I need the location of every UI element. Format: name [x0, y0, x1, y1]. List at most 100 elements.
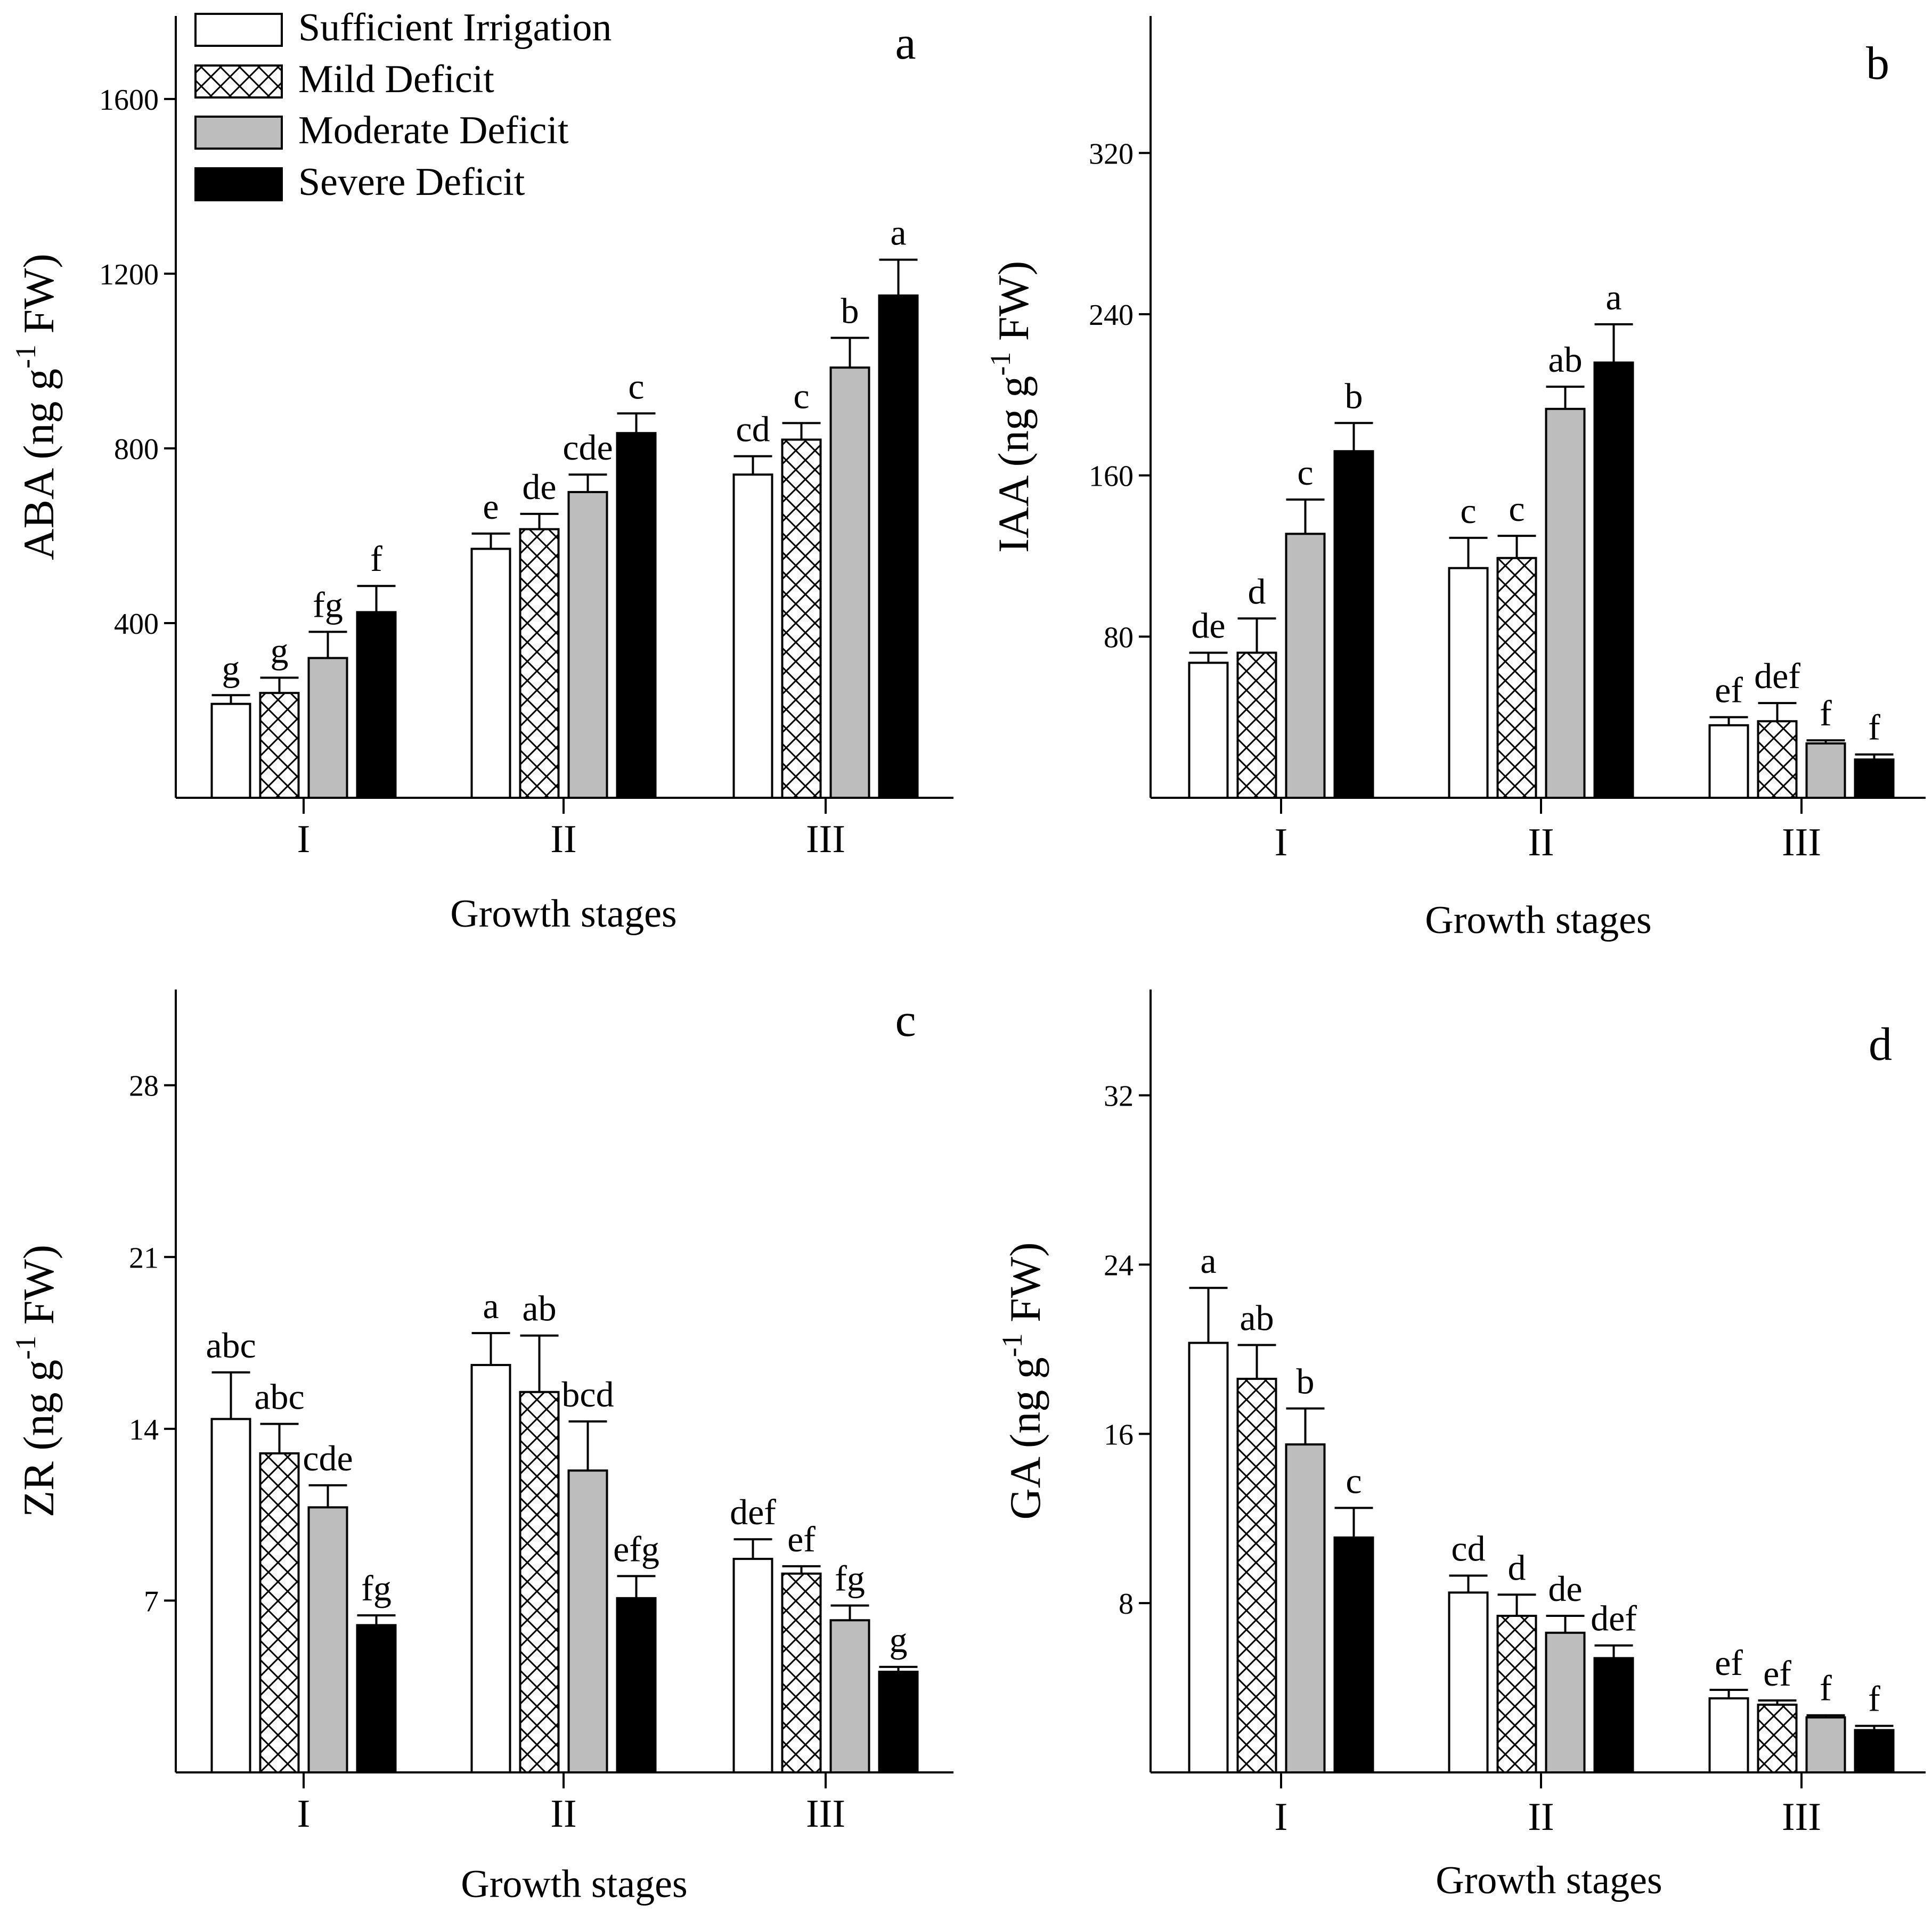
significance-letter: c	[1509, 488, 1525, 529]
bar	[567, 490, 608, 799]
y-label-end: FW)	[14, 254, 63, 345]
significance-letter: g	[890, 1620, 908, 1660]
significance-letter: d	[1248, 571, 1266, 611]
bar	[1545, 407, 1586, 799]
significance-letter: de	[522, 467, 556, 507]
bar	[1448, 567, 1489, 799]
significance-letter: a	[1605, 277, 1621, 317]
significance-letter: f	[1820, 1668, 1832, 1708]
significance-letter: ef	[1715, 670, 1743, 710]
bar	[1854, 758, 1895, 799]
significance-letter: c	[1460, 490, 1476, 531]
bar	[1236, 651, 1277, 799]
legend-swatch-gray	[194, 116, 283, 150]
y-label-end: FW)	[14, 1245, 63, 1336]
bar	[1285, 533, 1326, 799]
bar	[732, 1558, 773, 1773]
x-axis-label: Growth stages	[450, 892, 676, 936]
x-tick-label: III	[1782, 1795, 1821, 1839]
significance-letter: b	[1345, 375, 1363, 416]
series-severe: fg efg g	[356, 1528, 919, 1774]
panel-label: d	[1869, 1019, 1892, 1070]
x-tick-label: III	[806, 1792, 845, 1836]
bar	[1805, 742, 1846, 799]
bar	[616, 1597, 657, 1773]
y-axis-label: GA (ng g-1 FW)	[996, 1242, 1049, 1519]
x-axis-label: Growth stages	[1425, 898, 1651, 942]
significance-letter: a	[890, 212, 906, 253]
series-severe: b a f	[1333, 277, 1895, 799]
panel-label: b	[1866, 38, 1889, 89]
y-tick-label: 400	[114, 608, 159, 641]
bar	[732, 473, 773, 799]
legend-label: Moderate Deficit	[298, 109, 569, 152]
significance-letter: c	[793, 375, 809, 416]
significance-letter: ef	[1715, 1642, 1743, 1683]
panel-label: a	[895, 18, 916, 69]
significance-letter: def	[1591, 1598, 1637, 1639]
y-tick-label: 14	[129, 1413, 159, 1446]
bar	[1285, 1443, 1326, 1773]
bar	[878, 1671, 919, 1774]
bar	[1805, 1716, 1846, 1773]
bar	[1333, 450, 1374, 799]
significance-letter: ab	[1240, 1297, 1274, 1338]
significance-letter: cd	[736, 409, 770, 449]
significance-letter: def	[730, 1492, 776, 1532]
significance-letter: ab	[1548, 339, 1582, 380]
significance-letter: f	[1868, 1679, 1880, 1719]
legend-swatch-crosshatch	[194, 64, 283, 99]
x-axis-label: Growth stages	[1436, 1859, 1662, 1902]
bar	[307, 657, 348, 799]
y-tick-label: 80	[1104, 621, 1134, 654]
series-mild: g de c	[259, 375, 822, 799]
significance-letter: bcd	[561, 1374, 614, 1415]
x-tick-label: II	[1528, 821, 1554, 864]
significance-letter: de	[1548, 1568, 1582, 1609]
significance-letter: f	[370, 538, 382, 579]
bar	[1757, 1703, 1798, 1773]
legend-label: Sufficient Irrigation	[298, 6, 612, 50]
x-axis-label: Growth stages	[461, 1862, 687, 1906]
significance-letter: fg	[313, 584, 343, 625]
y-label-superscript: -1	[10, 345, 42, 369]
significance-letter: c	[628, 366, 644, 406]
bar	[356, 1624, 397, 1773]
series-severe: f c a	[356, 212, 919, 799]
y-label-superscript: -1	[10, 1336, 42, 1360]
y-tick-label: 21	[129, 1241, 159, 1274]
significance-letter: d	[1508, 1547, 1526, 1588]
y-axis-label: IAA (ng g-1 FW)	[984, 261, 1038, 553]
significance-letter: ef	[1763, 1653, 1791, 1694]
series-mild: abc ab ef	[254, 1288, 822, 1773]
x-tick-label: III	[1782, 821, 1821, 864]
y-tick-label: 7	[144, 1585, 159, 1618]
significance-letter: a	[483, 1286, 499, 1326]
bar	[470, 547, 511, 799]
series-moderate: c ab f	[1285, 339, 1846, 799]
y-tick-label: 8	[1119, 1588, 1134, 1621]
significance-letter: efg	[613, 1528, 659, 1569]
bar	[829, 1619, 870, 1773]
x-tick-label: II	[1528, 1795, 1554, 1839]
legend-item-mild: Mild Deficit	[194, 58, 494, 101]
significance-letter: ef	[787, 1519, 816, 1559]
legend-label: Severe Deficit	[298, 160, 525, 204]
bar	[1593, 361, 1634, 799]
legend-label: Mild Deficit	[298, 58, 494, 101]
significance-letter: b	[1297, 1361, 1315, 1402]
y-label-superscript: -1	[996, 1333, 1028, 1357]
significance-letter: cd	[1451, 1528, 1485, 1569]
bar	[519, 1391, 560, 1773]
legend-swatch-black	[194, 167, 283, 201]
legend-item-severe: Severe Deficit	[194, 160, 525, 204]
y-tick-label: 1200	[99, 258, 159, 291]
y-tick-label: 800	[114, 433, 159, 466]
y-tick-label: 24	[1104, 1249, 1134, 1282]
